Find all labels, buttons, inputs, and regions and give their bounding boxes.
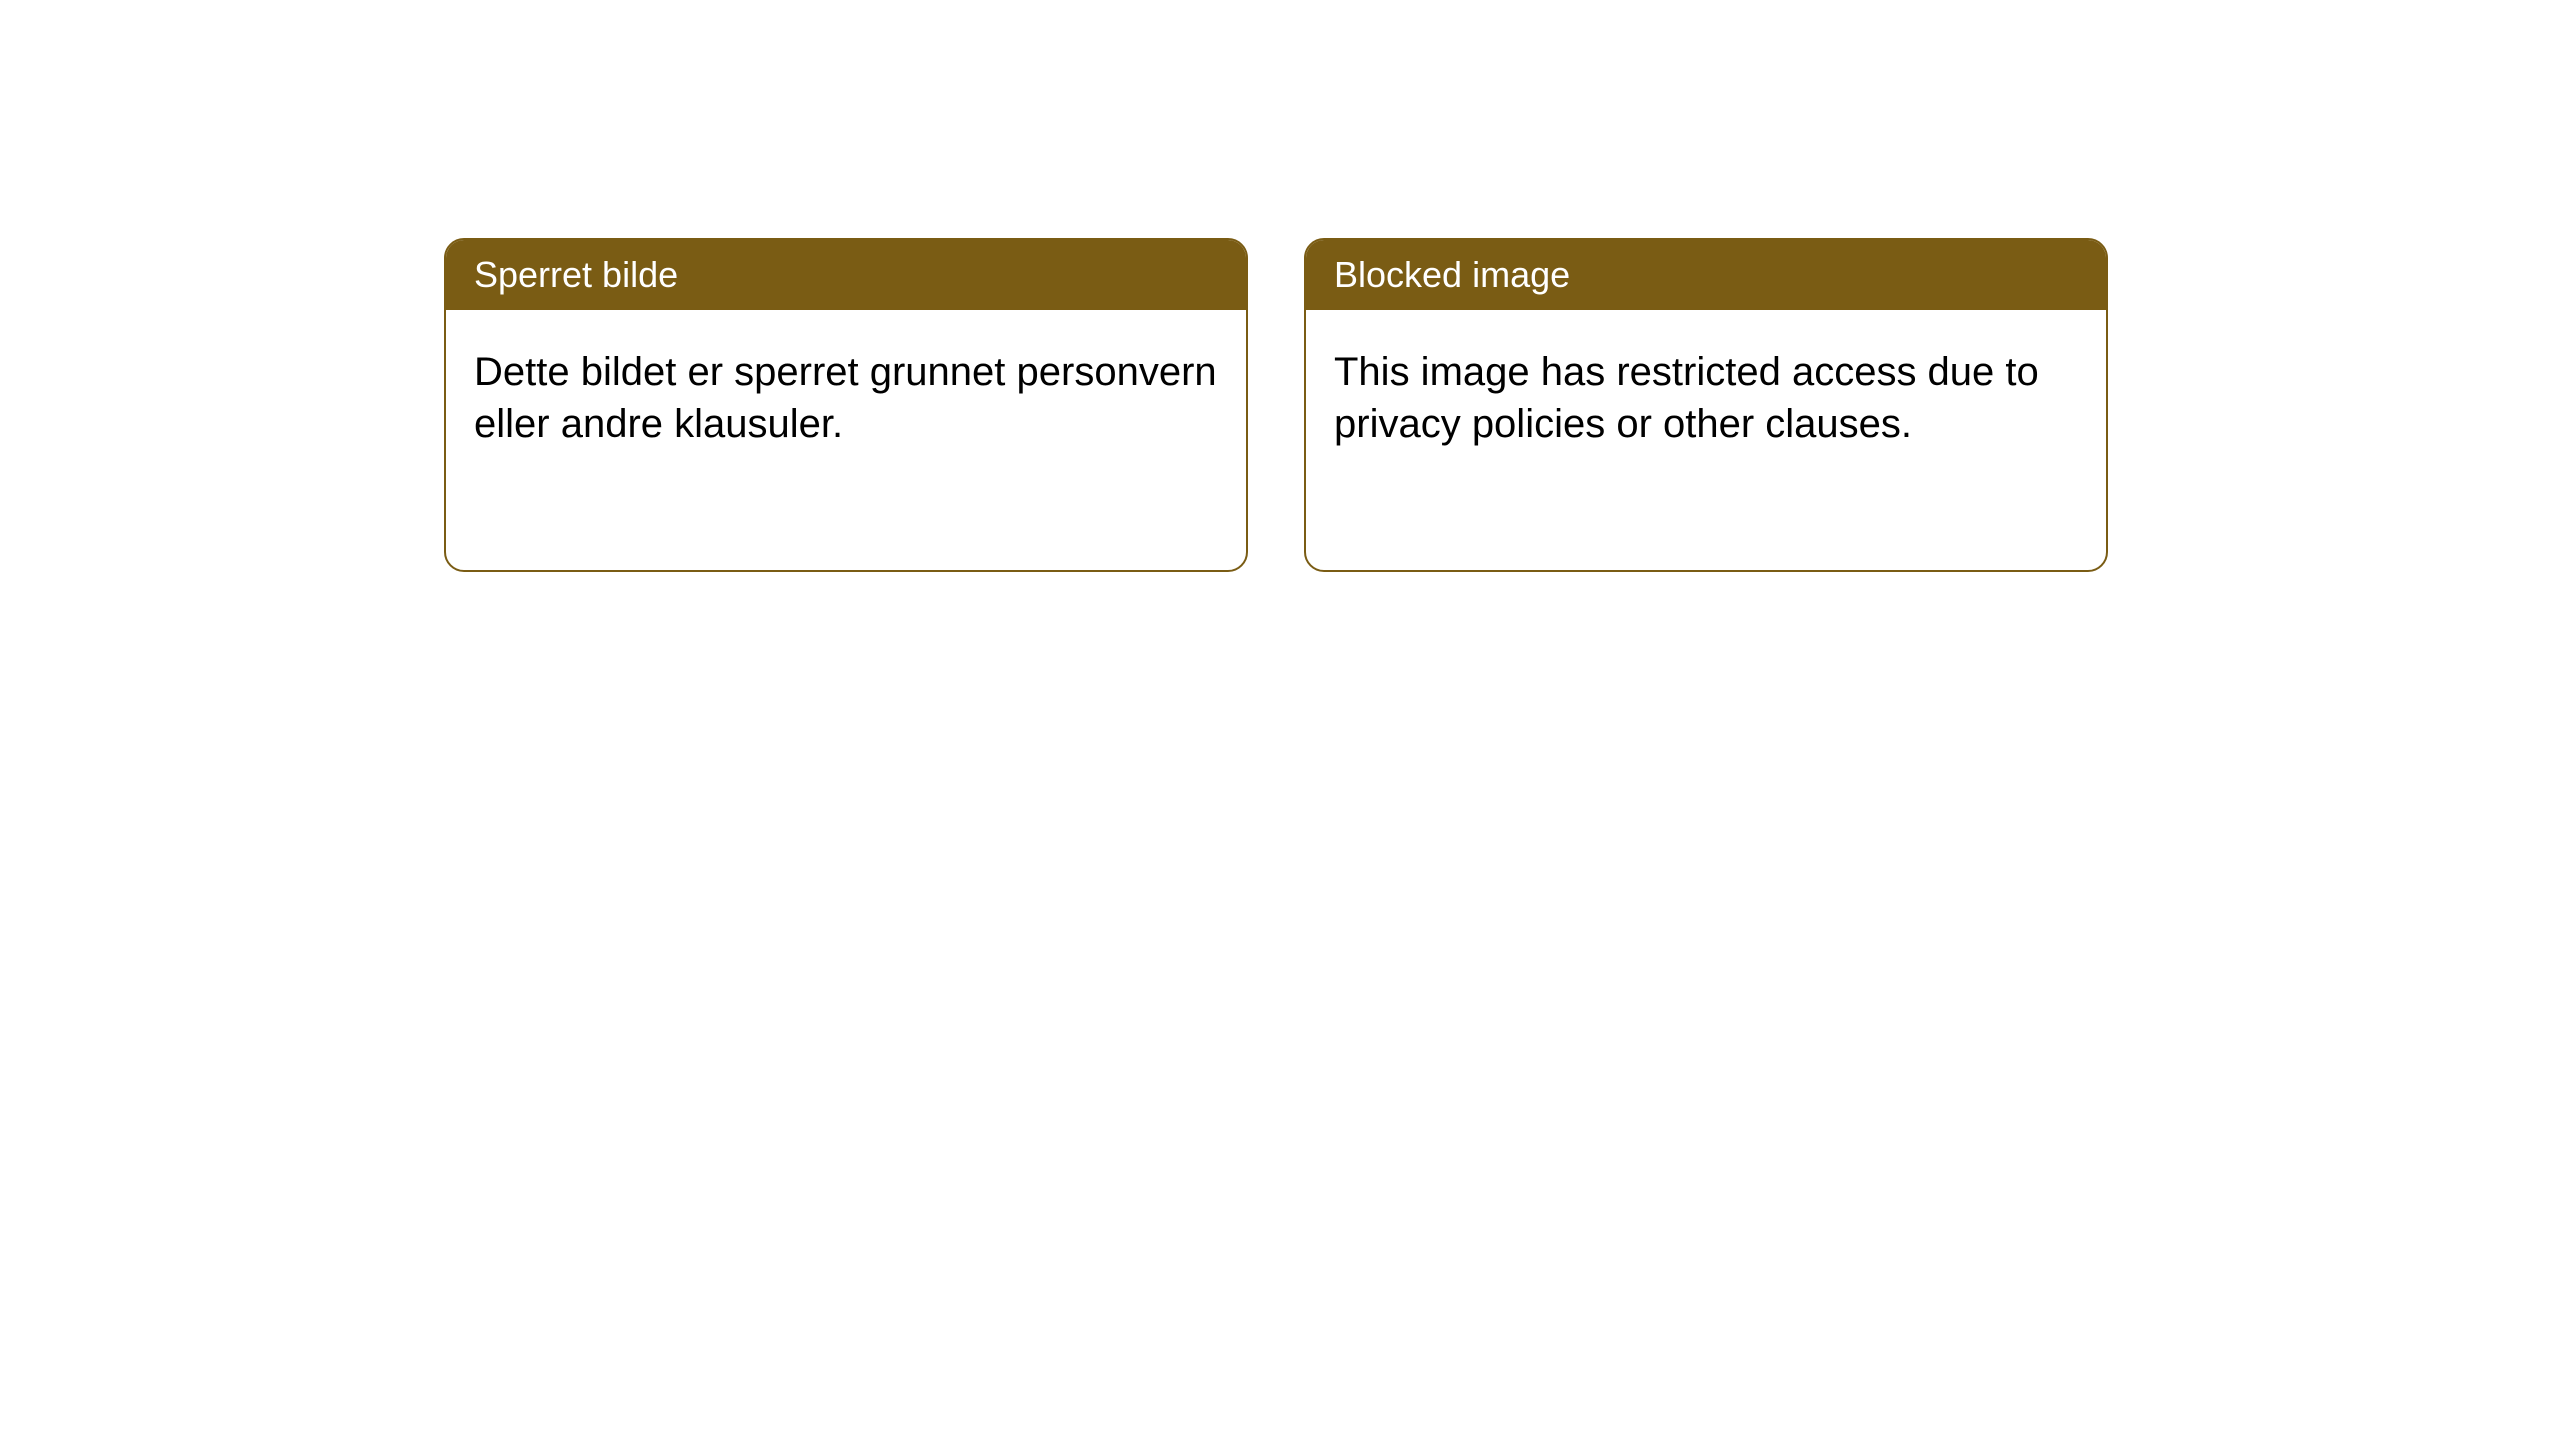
notice-card-english: Blocked image This image has restricted … — [1304, 238, 2108, 572]
notice-title: Blocked image — [1334, 254, 1570, 295]
notice-header-english: Blocked image — [1306, 240, 2106, 310]
notice-card-norwegian: Sperret bilde Dette bildet er sperret gr… — [444, 238, 1248, 572]
notice-text: This image has restricted access due to … — [1334, 350, 2039, 446]
notice-body-english: This image has restricted access due to … — [1306, 310, 2106, 570]
notice-container: Sperret bilde Dette bildet er sperret gr… — [444, 238, 2560, 572]
notice-header-norwegian: Sperret bilde — [446, 240, 1246, 310]
notice-title: Sperret bilde — [474, 254, 678, 295]
notice-body-norwegian: Dette bildet er sperret grunnet personve… — [446, 310, 1246, 570]
notice-text: Dette bildet er sperret grunnet personve… — [474, 350, 1217, 446]
